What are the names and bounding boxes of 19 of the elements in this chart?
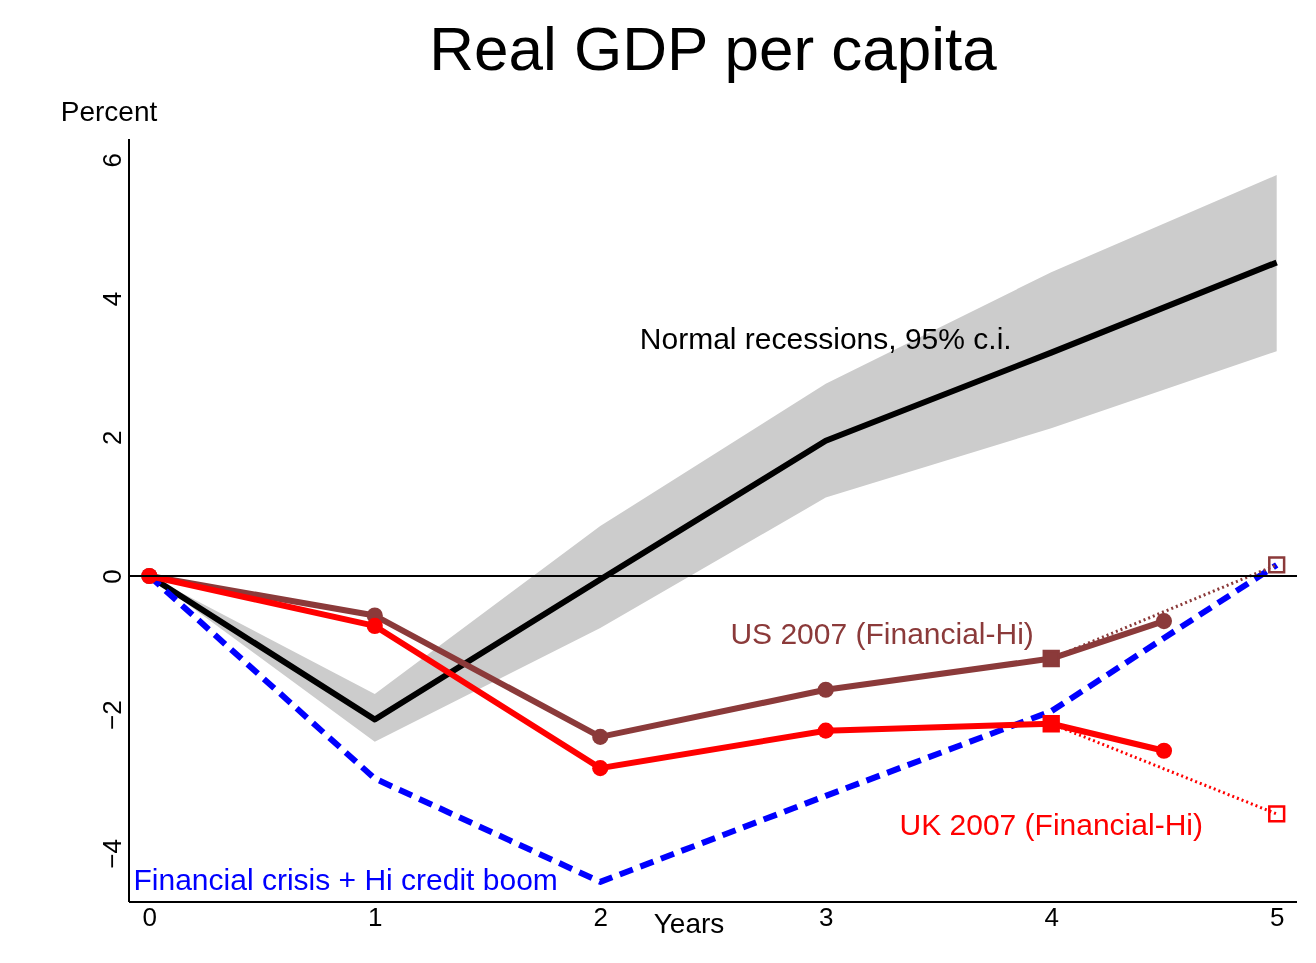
chart-title: Real GDP per capita bbox=[429, 14, 998, 83]
y-tick-label: 0 bbox=[96, 569, 127, 584]
series-label: Normal recessions, 95% c.i. bbox=[639, 322, 1012, 356]
x-tick-label: 1 bbox=[368, 901, 383, 932]
y-tick-label: −2 bbox=[96, 700, 127, 731]
series-label: US 2007 (Financial-Hi) bbox=[730, 616, 1034, 650]
x-tick-label: 5 bbox=[1269, 901, 1285, 932]
x-tick-label: 4 bbox=[1044, 901, 1059, 932]
x-tick-label: 3 bbox=[819, 901, 834, 932]
y-tick-label: −4 bbox=[96, 839, 127, 869]
y-tick-label: 4 bbox=[96, 291, 127, 307]
x-tick-label: 2 bbox=[593, 901, 608, 932]
y-axis-title: Percent bbox=[60, 96, 158, 127]
series-label: Financial crisis + Hi credit boom bbox=[133, 863, 558, 897]
y-tick-label: 6 bbox=[96, 153, 127, 168]
x-tick-label: 0 bbox=[142, 901, 158, 932]
text: UK 2007 (Financial-Hi) bbox=[899, 807, 1203, 841]
x-axis-title: Years bbox=[653, 908, 725, 939]
y-tick-label: 2 bbox=[96, 430, 127, 445]
